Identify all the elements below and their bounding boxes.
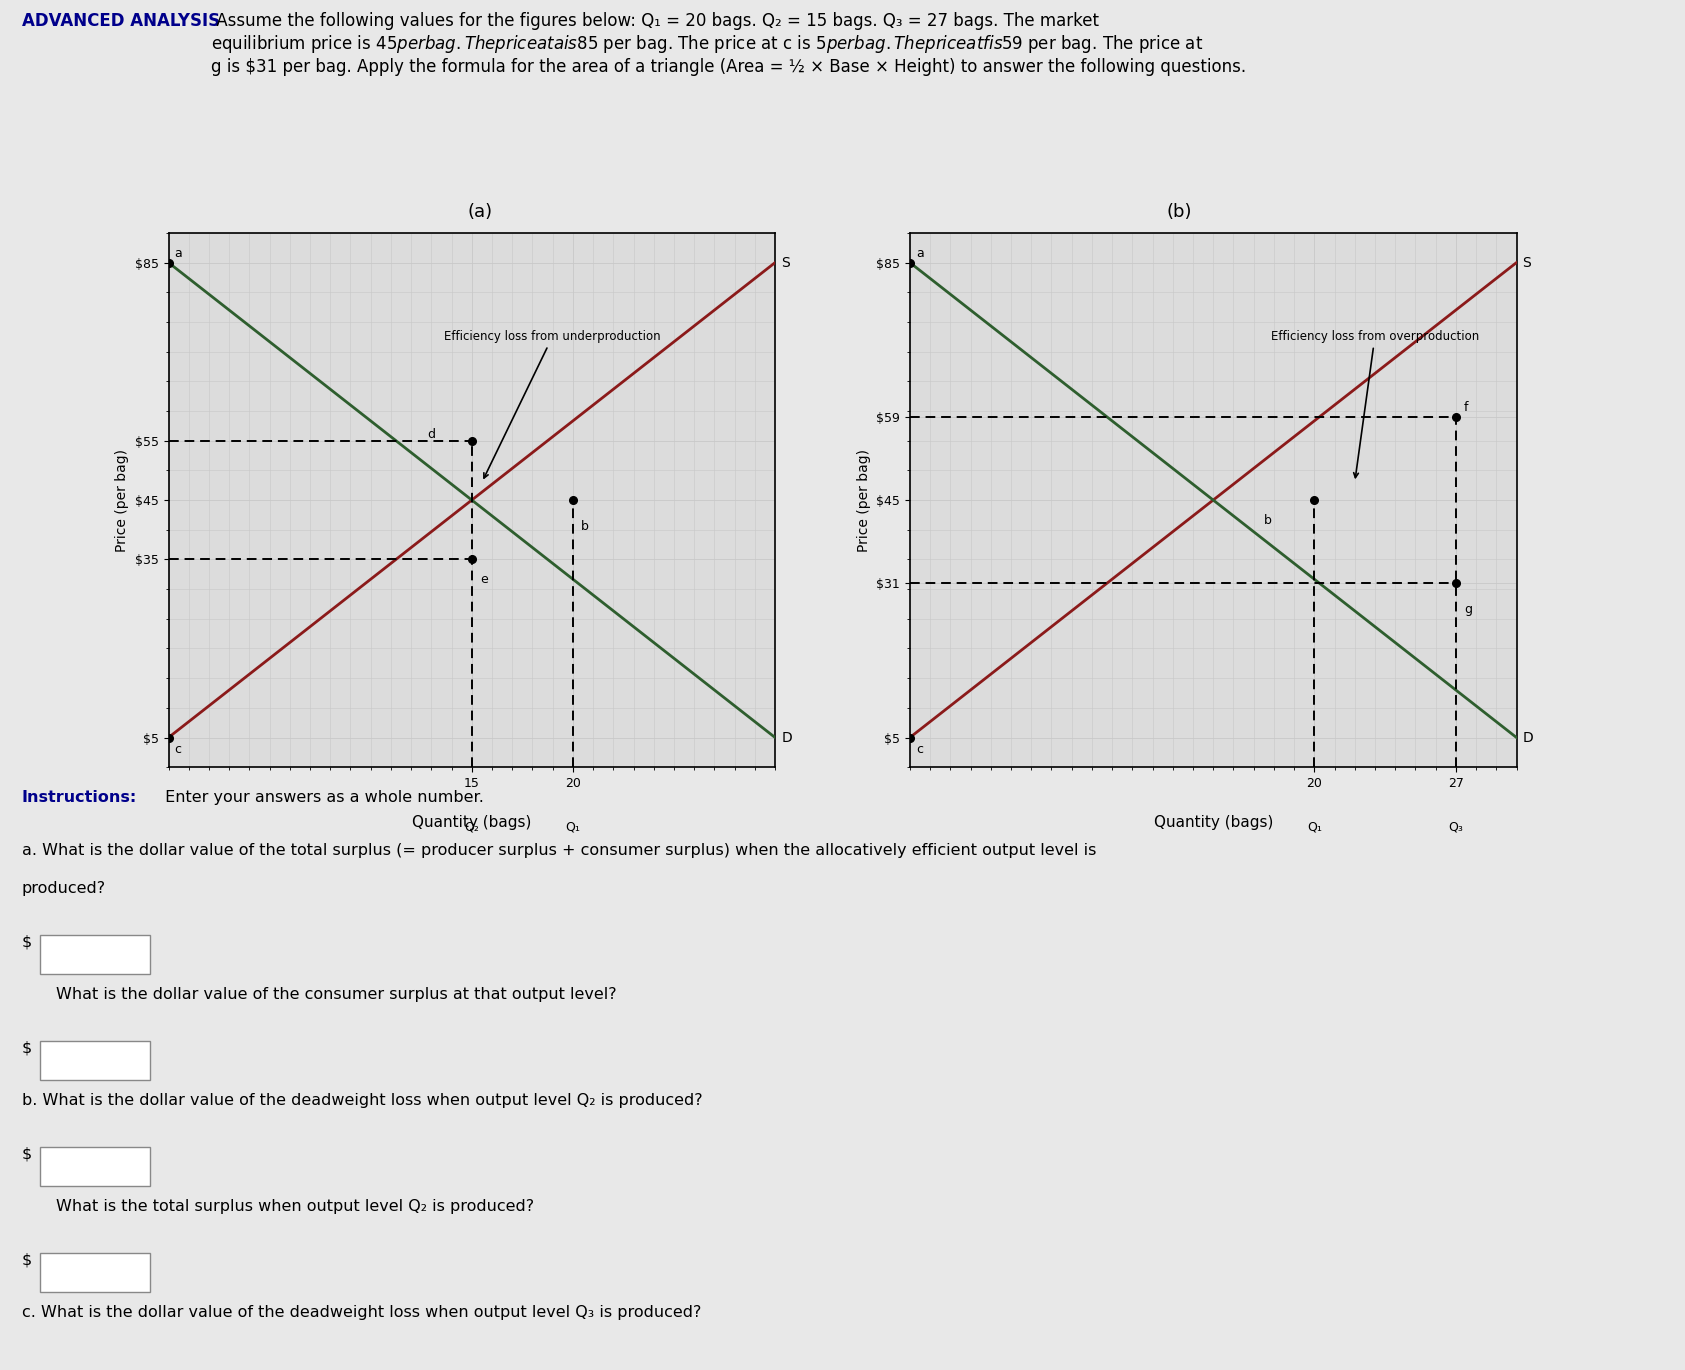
Text: Efficiency loss from overproduction: Efficiency loss from overproduction (1270, 330, 1479, 478)
Text: Assume the following values for the figures below: Q₁ = 20 bags. Q₂ = 15 bags. Q: Assume the following values for the figu… (211, 12, 1245, 75)
Y-axis label: Price (per bag): Price (per bag) (856, 448, 871, 552)
Text: produced?: produced? (22, 881, 106, 896)
Text: Efficiency loss from underproduction: Efficiency loss from underproduction (445, 330, 661, 478)
Text: c: c (175, 744, 182, 756)
Text: a: a (175, 247, 182, 260)
FancyBboxPatch shape (40, 1041, 150, 1080)
FancyBboxPatch shape (40, 1147, 150, 1185)
FancyBboxPatch shape (40, 936, 150, 974)
Text: Q₁: Q₁ (566, 821, 580, 833)
FancyBboxPatch shape (40, 1254, 150, 1292)
Text: b. What is the dollar value of the deadweight loss when output level Q₂ is produ: b. What is the dollar value of the deadw… (22, 1093, 703, 1108)
Text: Q₃: Q₃ (1449, 821, 1463, 833)
Text: $: $ (22, 1252, 32, 1267)
Text: b: b (581, 519, 588, 533)
Text: (a): (a) (468, 203, 492, 222)
Text: Instructions:: Instructions: (22, 789, 136, 804)
Text: D: D (782, 730, 792, 744)
Text: D: D (1523, 730, 1533, 744)
Text: Enter your answers as a whole number.: Enter your answers as a whole number. (160, 789, 484, 804)
Text: c: c (917, 744, 923, 756)
Text: a: a (917, 247, 923, 260)
Text: d: d (428, 427, 435, 441)
Text: S: S (1523, 256, 1532, 270)
Text: (b): (b) (1166, 203, 1193, 222)
Text: S: S (782, 256, 790, 270)
X-axis label: Quantity (bags): Quantity (bags) (1154, 815, 1272, 830)
Text: b: b (1264, 514, 1272, 527)
Y-axis label: Price (per bag): Price (per bag) (115, 448, 130, 552)
Text: $: $ (22, 1147, 32, 1162)
X-axis label: Quantity (bags): Quantity (bags) (413, 815, 531, 830)
Text: f: f (1464, 401, 1468, 414)
Text: Q₁: Q₁ (1308, 821, 1321, 833)
Text: e: e (480, 573, 487, 586)
Text: g: g (1464, 603, 1473, 616)
Text: What is the dollar value of the consumer surplus at that output level?: What is the dollar value of the consumer… (56, 986, 617, 1001)
Text: $: $ (22, 1040, 32, 1055)
Text: c. What is the dollar value of the deadweight loss when output level Q₃ is produ: c. What is the dollar value of the deadw… (22, 1306, 701, 1321)
Text: $: $ (22, 934, 32, 949)
Text: ADVANCED ANALYSIS: ADVANCED ANALYSIS (22, 12, 221, 30)
Text: Q₂: Q₂ (465, 821, 479, 833)
Text: a. What is the dollar value of the total surplus (= producer surplus + consumer : a. What is the dollar value of the total… (22, 843, 1097, 858)
Text: What is the total surplus when output level Q₂ is produced?: What is the total surplus when output le… (56, 1199, 534, 1214)
